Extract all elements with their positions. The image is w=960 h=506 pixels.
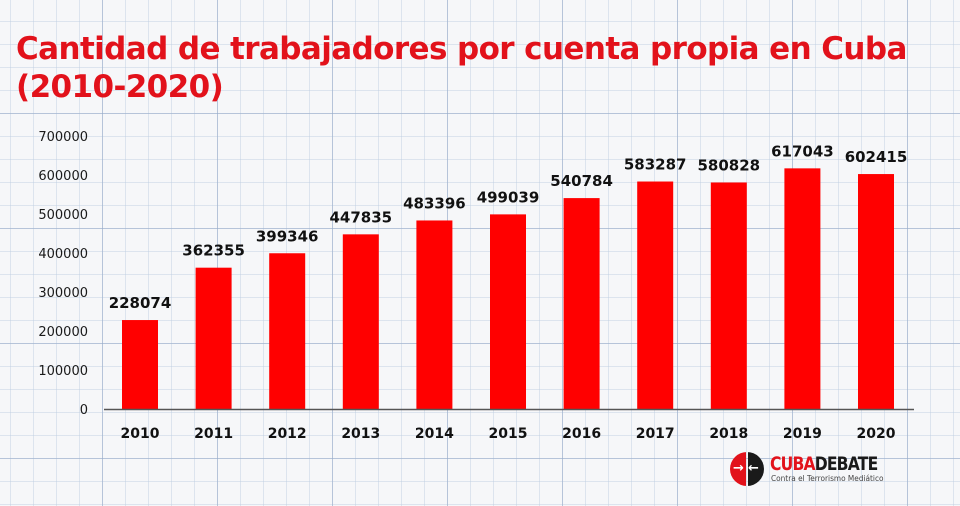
bar-2020	[858, 174, 894, 409]
y-tick-label: 100000	[38, 364, 88, 379]
x-tick-label: 2012	[268, 426, 307, 442]
y-tick-label: 300000	[38, 286, 88, 301]
value-label: 499039	[477, 188, 540, 206]
y-tick-label: 500000	[38, 208, 88, 223]
x-axis: 2010 2011 2012 2013 2014 2015 2016 2017 2018 2019…	[121, 426, 896, 442]
value-label: 447835	[329, 208, 392, 226]
bar-2013	[342, 234, 379, 409]
value-label: 602415	[845, 148, 908, 166]
x-tick-label: 2020	[857, 426, 896, 442]
x-tick-label: 2016	[562, 426, 601, 442]
cubadebate-logo: → ← CUBADEBATE Contra el Terrorismo Medi…	[730, 452, 900, 488]
logo-tagline: Contra el Terrorismo Mediático	[771, 474, 884, 483]
bar-2015	[490, 214, 526, 409]
value-label: 483396	[403, 194, 466, 212]
y-tick-label: 700000	[38, 130, 88, 145]
x-tick-label: 2013	[341, 426, 380, 442]
y-tick-label: 400000	[38, 247, 88, 262]
y-tick-label: 0	[80, 403, 88, 418]
logo-name-part1: CUBA	[770, 453, 816, 475]
bar-2012	[269, 253, 306, 409]
chart-title: Cantidad de trabajadores por cuenta prop…	[16, 30, 907, 106]
value-label: 228074	[109, 294, 172, 312]
logo-wordmark: CUBADEBATE	[770, 453, 878, 475]
value-label: 399346	[256, 227, 319, 245]
x-tick-label: 2014	[415, 426, 454, 442]
value-label: 580828	[697, 156, 760, 174]
value-labels: 228074 362355 399346 447835 483396 499039 5407…	[109, 142, 908, 312]
logo-name-part2: DEBATE	[814, 453, 878, 475]
bars	[122, 168, 894, 409]
x-tick-label: 2010	[121, 426, 160, 442]
value-label: 540784	[550, 172, 613, 190]
logo-arrows-icon: → ←	[730, 452, 764, 486]
y-axis: 0 100000 200000 300000 400000 500000 600000 700…	[38, 130, 88, 418]
chart-title-line-1: Cantidad de trabajadores por cuenta prop…	[16, 31, 907, 67]
y-tick-label: 600000	[38, 169, 88, 184]
bar-2017	[637, 181, 674, 409]
x-tick-label: 2018	[709, 426, 748, 442]
y-tick-label: 200000	[38, 325, 88, 340]
bar-2011	[195, 267, 232, 409]
x-tick-label: 2015	[489, 426, 528, 442]
bar-2018	[710, 182, 747, 409]
bar-2014	[416, 220, 453, 409]
x-tick-label: 2011	[194, 426, 233, 442]
x-tick-label: 2019	[783, 426, 822, 442]
bar-2010	[122, 320, 158, 409]
bar-2016	[563, 198, 600, 409]
value-label: 617043	[771, 142, 834, 160]
chart-title-line-2: (2010-2020)	[16, 69, 224, 105]
bar-2019	[784, 168, 821, 409]
x-tick-label: 2017	[636, 426, 675, 442]
value-label: 583287	[624, 156, 687, 174]
value-label: 362355	[182, 242, 245, 260]
